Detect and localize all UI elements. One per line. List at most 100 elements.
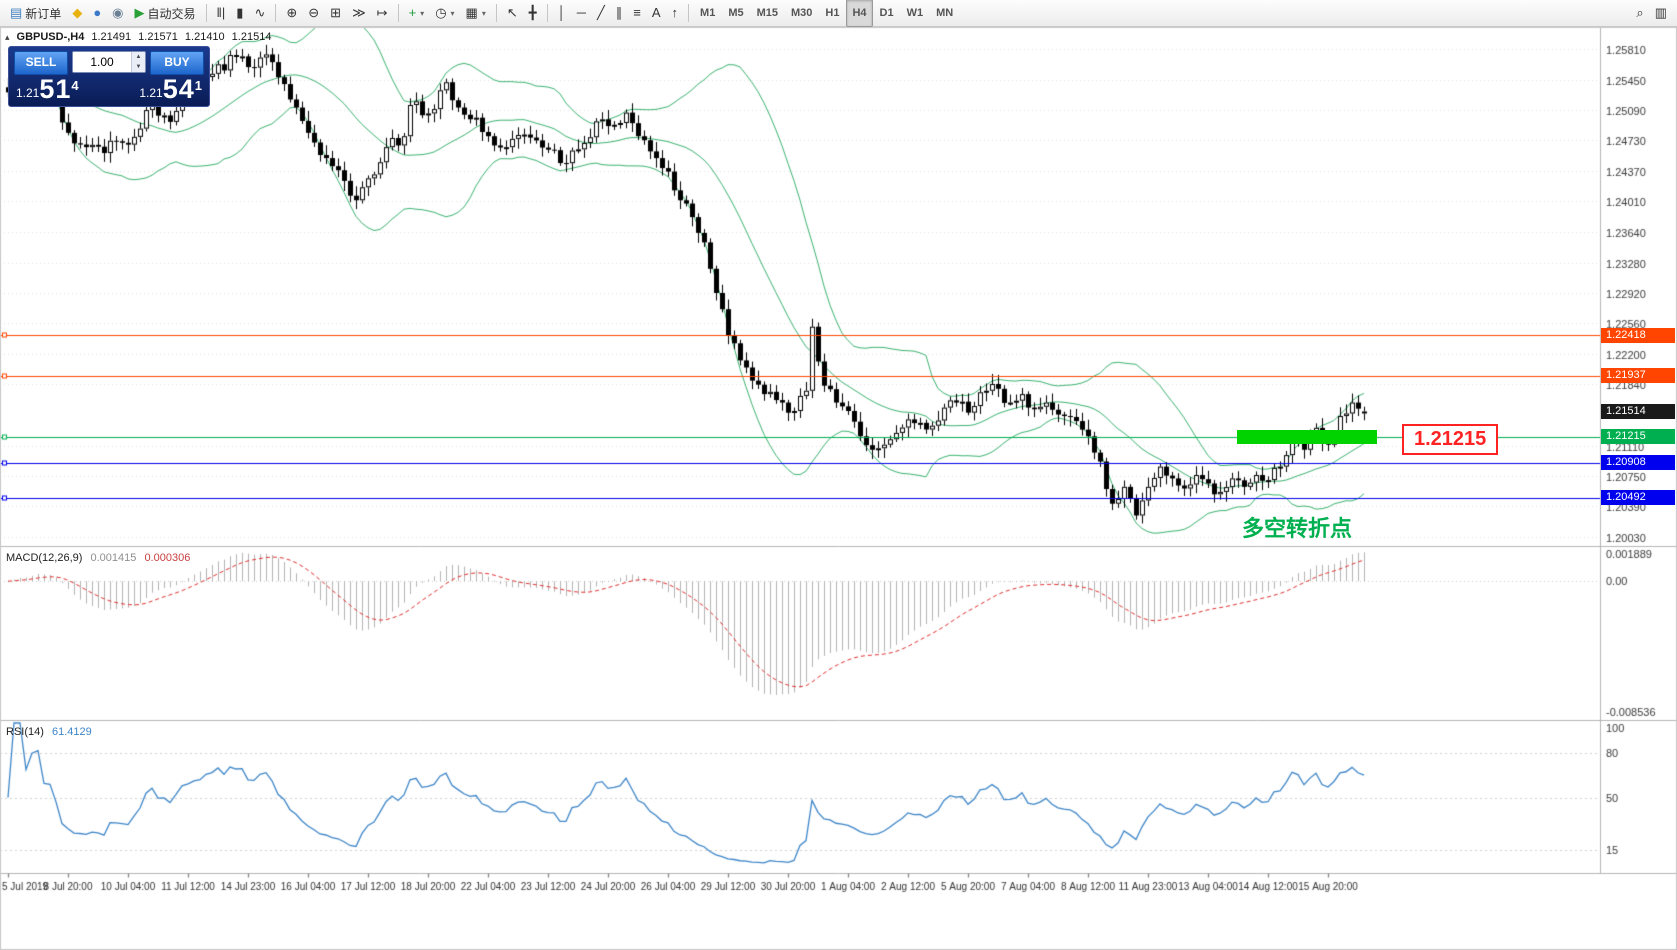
timeframe-h1-button[interactable]: H1	[825, 7, 840, 19]
timeframe-m15-button[interactable]: M15	[756, 7, 778, 19]
pivot-line-tag: 1.21215	[1601, 429, 1675, 444]
alert-icon-button[interactable]: ◆	[67, 1, 87, 25]
cursor-button[interactable]: ↖	[502, 1, 523, 25]
cursor-icon: ↖	[506, 5, 518, 20]
bar-chart-button[interactable]: ‖|	[212, 1, 231, 25]
sell-button[interactable]: SELL	[14, 51, 68, 75]
chart-window: ▴ GBPUSD-,H4 1.21491 1.21571 1.21410 1.2…	[0, 27, 1677, 950]
auto-scroll-button[interactable]: ≫	[347, 1, 371, 25]
indicators-icon: +	[408, 5, 417, 20]
timeframe-m5-button[interactable]: M5	[728, 7, 744, 19]
vertical-line-button[interactable]: │	[553, 1, 571, 25]
channel-icon: ∥	[615, 5, 623, 20]
toolbar-separator	[546, 4, 548, 22]
volume-down-button[interactable]: ▼	[132, 62, 145, 72]
timeframe-mn-button[interactable]: MN	[936, 7, 954, 19]
rsi-title: RSI(14)	[6, 726, 44, 738]
support-line-lower-tag: 1.20492	[1601, 490, 1675, 505]
timeframe-h4-button[interactable]: H4	[846, 0, 873, 27]
high-value: 1.21571	[138, 31, 178, 43]
candlestick-chart-button[interactable]: ▮	[231, 1, 248, 25]
macd-title: MACD(12,26,9)	[6, 552, 83, 564]
toolbar-separator	[688, 4, 690, 22]
channel-button[interactable]: ∥	[611, 1, 628, 25]
vertical-line-icon: │	[557, 5, 566, 20]
zoom-out-icon: ⊖	[308, 5, 320, 20]
fibonacci-icon: ≡	[633, 5, 641, 20]
one-click-collapse-arrow[interactable]: ▴	[5, 31, 10, 42]
buy-price-sup: 1	[194, 78, 202, 93]
volume-up-button[interactable]: ▲	[132, 52, 145, 62]
periods-icon: ◷	[435, 5, 447, 20]
arrows-icon: ↑	[671, 5, 679, 20]
text-button[interactable]: A	[647, 1, 666, 25]
tile-windows-icon: ⊞	[330, 5, 342, 20]
trendline-button[interactable]: ╱	[592, 1, 610, 25]
chevron-down-icon: ▾	[450, 8, 455, 18]
arrows-button[interactable]: ↑	[667, 1, 684, 25]
periods-button[interactable]: ◷ ▾	[430, 1, 459, 25]
volume-input[interactable]	[73, 52, 131, 72]
low-value: 1.21410	[184, 31, 225, 43]
layout-icon: ▥	[1654, 5, 1667, 20]
chevron-down-icon: ▾	[481, 8, 486, 18]
support-zone-rectangle[interactable]	[1237, 430, 1377, 444]
community-icon-button[interactable]: ●	[88, 1, 106, 25]
macd-indicator-label: MACD(12,26,9) 0.001415 0.000306	[6, 552, 190, 564]
macd-signal-value: 0.000306	[144, 552, 191, 564]
candlestick-chart-icon: ▮	[236, 5, 244, 20]
fibonacci-button[interactable]: ≡	[628, 1, 646, 25]
rsi-value: 61.4129	[51, 726, 92, 738]
sell-price-sup: 4	[71, 78, 79, 93]
toolbar-separator	[397, 4, 399, 22]
zoom-in-button[interactable]: ⊕	[281, 1, 302, 25]
chart-canvas[interactable]	[0, 27, 1677, 950]
new-order-button[interactable]: ▤ 新订单	[5, 1, 66, 25]
chart-shift-icon: ↦	[376, 5, 388, 20]
chart-shift-button[interactable]: ↦	[372, 1, 393, 25]
resistance-line-upper-tag: 1.22418	[1601, 328, 1675, 343]
timeframe-d1-button[interactable]: D1	[879, 7, 894, 19]
line-chart-button[interactable]: ∿	[249, 1, 270, 25]
timeframe-m1-button[interactable]: M1	[700, 7, 716, 19]
timeframe-toolbar: M1 M5 M15 M30 H1 H4 D1 W1 MN	[694, 0, 959, 27]
chevron-down-icon: ▾	[420, 8, 425, 18]
buy-price: 1.21 54 1	[139, 76, 202, 103]
templates-button[interactable]: ▦ ▾	[461, 1, 491, 25]
layout-button[interactable]: ▥	[1650, 1, 1672, 25]
search-button[interactable]: ⌕	[1631, 1, 1648, 25]
autotrading-button[interactable]: ▶ 自动交易	[130, 1, 201, 25]
open-value: 1.21491	[91, 31, 132, 43]
timeframe-w1-button[interactable]: W1	[906, 7, 924, 19]
volume-stepper: ▲ ▼	[131, 52, 145, 72]
buy-price-prefix: 1.21	[139, 86, 163, 100]
search-icon: ⌕	[1636, 5, 1644, 20]
tile-windows-button[interactable]: ⊞	[325, 1, 346, 25]
bar-chart-icon: ‖|	[216, 5, 226, 20]
turning-point-note[interactable]: 多空转折点	[1242, 516, 1353, 541]
horizontal-line-button[interactable]: ─	[572, 1, 591, 25]
toolbar: ▤ 新订单 ◆ ● ◉ ▶ 自动交易 ‖| ▮ ∿ ⊕ ⊖ ⊞ ≫ ↦ + ▾ ◷ ▾ ▦ ▾ ↖ ╋ │ ─ ╱ ∥ ≡ A ↑ M1 M…	[0, 0, 1677, 27]
toolbar-separator	[495, 4, 497, 22]
indicators-button[interactable]: + ▾	[404, 1, 430, 25]
volume-box: ▲ ▼	[72, 51, 146, 73]
zone-price-label[interactable]: 1.21215	[1402, 424, 1499, 455]
crosshair-button[interactable]: ╋	[524, 1, 542, 25]
rsi-indicator-label: RSI(14) 61.4129	[6, 726, 92, 738]
macd-main-value: 0.001415	[90, 552, 137, 564]
toolbar-separator	[205, 4, 207, 22]
current-price-tag: 1.21514	[1601, 404, 1675, 419]
timeframe-m30-button[interactable]: M30	[791, 7, 813, 19]
line-chart-icon: ∿	[254, 5, 266, 20]
support-icon-button[interactable]: ◉	[107, 1, 128, 25]
new-order-button-label: 新订单	[25, 6, 62, 21]
sell-price: 1.21 51 4	[16, 76, 79, 103]
support-icon-icon: ◉	[112, 5, 124, 20]
trendline-icon: ╱	[596, 5, 605, 20]
support-line-upper-tag: 1.20908	[1601, 455, 1675, 470]
buy-button[interactable]: BUY	[150, 51, 204, 75]
close-value: 1.21514	[231, 31, 272, 43]
zoom-out-button[interactable]: ⊖	[303, 1, 324, 25]
symbol-period-label: GBPUSD-,H4	[16, 31, 85, 43]
buy-price-big: 54	[162, 74, 195, 104]
